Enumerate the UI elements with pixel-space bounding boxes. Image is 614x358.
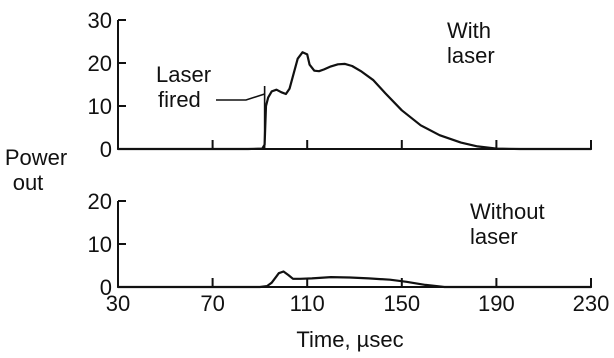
x-tick-label: 70 xyxy=(200,291,224,316)
x-tick-label: 30 xyxy=(106,291,130,316)
callout-leader xyxy=(216,93,265,101)
y-tick-label: 0 xyxy=(100,275,112,300)
y-tick-label: 10 xyxy=(88,232,112,257)
laser-fired-callout: Laser fired xyxy=(156,62,211,112)
y-tick-label: 10 xyxy=(88,94,112,119)
y-axis-title: Power out xyxy=(5,145,67,195)
shared-labels: Power out Time, µsec xyxy=(5,145,404,352)
y-tick-label: 20 xyxy=(88,189,112,214)
y-tick-label: 30 xyxy=(88,8,112,33)
y-tick-label: 0 xyxy=(100,137,112,162)
x-tick-label: 110 xyxy=(290,291,325,316)
panel-without-laser: 0 10 20 30 70 110 150 190 230 Without laser xyxy=(88,189,610,316)
series-annotation: Without laser xyxy=(470,199,545,249)
x-tick-label: 230 xyxy=(573,291,610,316)
series-annotation: With laser xyxy=(447,18,495,68)
x-tick-label: 190 xyxy=(478,291,515,316)
x-axis-title: Time, µsec xyxy=(296,327,403,352)
power-curve xyxy=(116,270,593,289)
power-curve xyxy=(116,51,593,151)
panel-with-laser: 0 10 20 30 With laser Laser fired xyxy=(88,8,593,162)
y-tick-label: 20 xyxy=(88,51,112,76)
x-tick-label: 150 xyxy=(383,291,420,316)
